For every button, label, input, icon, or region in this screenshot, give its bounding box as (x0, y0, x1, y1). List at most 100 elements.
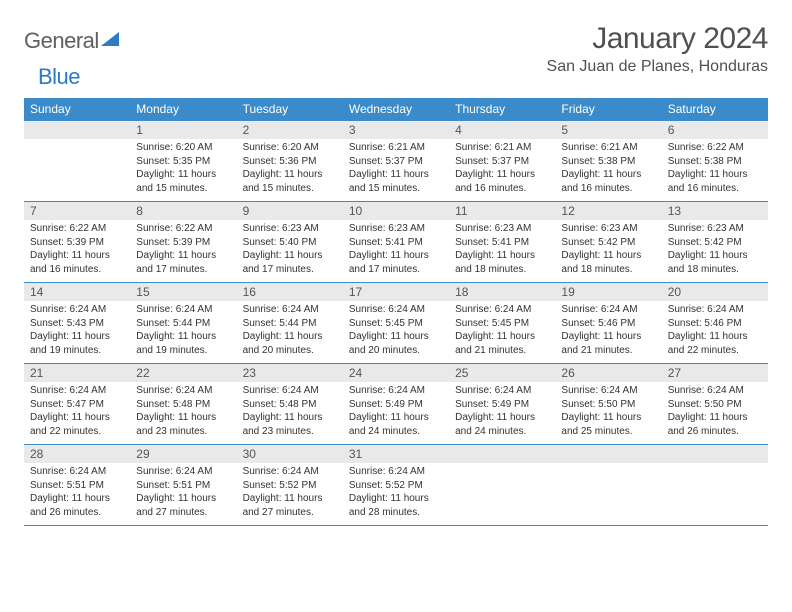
sunset-line: Sunset: 5:43 PM (30, 317, 124, 331)
day-cell (555, 445, 661, 525)
daylight-line: Daylight: 11 hours and 22 minutes. (668, 330, 762, 357)
daylight-line: Daylight: 11 hours and 25 minutes. (561, 411, 655, 438)
day-number: 17 (343, 283, 449, 301)
sunset-line: Sunset: 5:41 PM (349, 236, 443, 250)
dow-friday: Friday (555, 98, 661, 121)
day-body: Sunrise: 6:24 AMSunset: 5:51 PMDaylight:… (130, 463, 236, 525)
day-number: 19 (555, 283, 661, 301)
sunset-line: Sunset: 5:48 PM (243, 398, 337, 412)
sunrise-line: Sunrise: 6:24 AM (668, 384, 762, 398)
daylight-line: Daylight: 11 hours and 23 minutes. (136, 411, 230, 438)
day-body: Sunrise: 6:24 AMSunset: 5:50 PMDaylight:… (555, 382, 661, 444)
day-number: 12 (555, 202, 661, 220)
day-number: 20 (662, 283, 768, 301)
sunset-line: Sunset: 5:45 PM (349, 317, 443, 331)
day-body: Sunrise: 6:23 AMSunset: 5:40 PMDaylight:… (237, 220, 343, 282)
brand-part2: Blue (38, 64, 80, 90)
brand-triangle-icon (101, 32, 119, 51)
day-body: Sunrise: 6:24 AMSunset: 5:46 PMDaylight:… (662, 301, 768, 363)
sunset-line: Sunset: 5:42 PM (668, 236, 762, 250)
day-number: 24 (343, 364, 449, 382)
title-block: January 2024 San Juan de Planes, Hondura… (547, 22, 768, 76)
sunset-line: Sunset: 5:52 PM (243, 479, 337, 493)
dow-monday: Monday (130, 98, 236, 121)
day-cell: 11Sunrise: 6:23 AMSunset: 5:41 PMDayligh… (449, 202, 555, 282)
sunset-line: Sunset: 5:37 PM (455, 155, 549, 169)
sunset-line: Sunset: 5:51 PM (136, 479, 230, 493)
day-number: 13 (662, 202, 768, 220)
sunset-line: Sunset: 5:46 PM (561, 317, 655, 331)
day-body: Sunrise: 6:24 AMSunset: 5:52 PMDaylight:… (237, 463, 343, 525)
sunset-line: Sunset: 5:39 PM (136, 236, 230, 250)
day-number: 27 (662, 364, 768, 382)
day-number: 2 (237, 121, 343, 139)
day-cell: 15Sunrise: 6:24 AMSunset: 5:44 PMDayligh… (130, 283, 236, 363)
daylight-line: Daylight: 11 hours and 16 minutes. (455, 168, 549, 195)
week-row: 1Sunrise: 6:20 AMSunset: 5:35 PMDaylight… (24, 121, 768, 202)
day-body: Sunrise: 6:21 AMSunset: 5:37 PMDaylight:… (343, 139, 449, 201)
sunrise-line: Sunrise: 6:20 AM (136, 141, 230, 155)
sunset-line: Sunset: 5:47 PM (30, 398, 124, 412)
day-body: Sunrise: 6:21 AMSunset: 5:38 PMDaylight:… (555, 139, 661, 201)
day-cell: 23Sunrise: 6:24 AMSunset: 5:48 PMDayligh… (237, 364, 343, 444)
day-cell: 6Sunrise: 6:22 AMSunset: 5:38 PMDaylight… (662, 121, 768, 201)
day-cell: 28Sunrise: 6:24 AMSunset: 5:51 PMDayligh… (24, 445, 130, 525)
day-cell: 17Sunrise: 6:24 AMSunset: 5:45 PMDayligh… (343, 283, 449, 363)
sunrise-line: Sunrise: 6:24 AM (243, 303, 337, 317)
calendar: Sunday Monday Tuesday Wednesday Thursday… (24, 98, 768, 526)
day-cell: 13Sunrise: 6:23 AMSunset: 5:42 PMDayligh… (662, 202, 768, 282)
day-body: Sunrise: 6:22 AMSunset: 5:39 PMDaylight:… (130, 220, 236, 282)
day-number: 4 (449, 121, 555, 139)
day-number: 9 (237, 202, 343, 220)
day-number (555, 445, 661, 463)
sunset-line: Sunset: 5:44 PM (243, 317, 337, 331)
day-number: 11 (449, 202, 555, 220)
sunrise-line: Sunrise: 6:23 AM (561, 222, 655, 236)
day-body: Sunrise: 6:24 AMSunset: 5:52 PMDaylight:… (343, 463, 449, 525)
day-cell: 7Sunrise: 6:22 AMSunset: 5:39 PMDaylight… (24, 202, 130, 282)
day-body: Sunrise: 6:24 AMSunset: 5:48 PMDaylight:… (130, 382, 236, 444)
daylight-line: Daylight: 11 hours and 21 minutes. (561, 330, 655, 357)
day-number: 18 (449, 283, 555, 301)
sunset-line: Sunset: 5:50 PM (561, 398, 655, 412)
day-cell: 8Sunrise: 6:22 AMSunset: 5:39 PMDaylight… (130, 202, 236, 282)
day-body: Sunrise: 6:23 AMSunset: 5:42 PMDaylight:… (555, 220, 661, 282)
sunrise-line: Sunrise: 6:24 AM (243, 384, 337, 398)
day-cell: 30Sunrise: 6:24 AMSunset: 5:52 PMDayligh… (237, 445, 343, 525)
sunrise-line: Sunrise: 6:22 AM (668, 141, 762, 155)
daylight-line: Daylight: 11 hours and 26 minutes. (30, 492, 124, 519)
sunset-line: Sunset: 5:42 PM (561, 236, 655, 250)
day-number: 21 (24, 364, 130, 382)
daylight-line: Daylight: 11 hours and 15 minutes. (136, 168, 230, 195)
day-number: 15 (130, 283, 236, 301)
day-cell (24, 121, 130, 201)
day-body: Sunrise: 6:22 AMSunset: 5:39 PMDaylight:… (24, 220, 130, 282)
day-body: Sunrise: 6:20 AMSunset: 5:35 PMDaylight:… (130, 139, 236, 201)
location-subtitle: San Juan de Planes, Honduras (547, 58, 768, 76)
day-number (449, 445, 555, 463)
daylight-line: Daylight: 11 hours and 19 minutes. (136, 330, 230, 357)
day-number: 26 (555, 364, 661, 382)
sunset-line: Sunset: 5:51 PM (30, 479, 124, 493)
sunrise-line: Sunrise: 6:20 AM (243, 141, 337, 155)
sunrise-line: Sunrise: 6:21 AM (455, 141, 549, 155)
sunset-line: Sunset: 5:35 PM (136, 155, 230, 169)
sunset-line: Sunset: 5:46 PM (668, 317, 762, 331)
sunrise-line: Sunrise: 6:23 AM (349, 222, 443, 236)
sunrise-line: Sunrise: 6:22 AM (136, 222, 230, 236)
day-number: 22 (130, 364, 236, 382)
day-cell: 20Sunrise: 6:24 AMSunset: 5:46 PMDayligh… (662, 283, 768, 363)
day-cell: 4 Sunrise: 6:21 AMSunset: 5:37 PMDaylight… (449, 121, 555, 201)
day-number (662, 445, 768, 463)
brand-part1: General (24, 28, 99, 54)
sunrise-line: Sunrise: 6:24 AM (136, 303, 230, 317)
day-body: Sunrise: 6:22 AMSunset: 5:38 PMDaylight:… (662, 139, 768, 201)
sunrise-line: Sunrise: 6:24 AM (349, 303, 443, 317)
day-cell: 19Sunrise: 6:24 AMSunset: 5:46 PMDayligh… (555, 283, 661, 363)
daylight-line: Daylight: 11 hours and 16 minutes. (668, 168, 762, 195)
sunrise-line: Sunrise: 6:24 AM (30, 384, 124, 398)
sunrise-line: Sunrise: 6:24 AM (349, 384, 443, 398)
day-cell: 31Sunrise: 6:24 AMSunset: 5:52 PMDayligh… (343, 445, 449, 525)
sunset-line: Sunset: 5:39 PM (30, 236, 124, 250)
day-body: Sunrise: 6:24 AMSunset: 5:45 PMDaylight:… (449, 301, 555, 363)
